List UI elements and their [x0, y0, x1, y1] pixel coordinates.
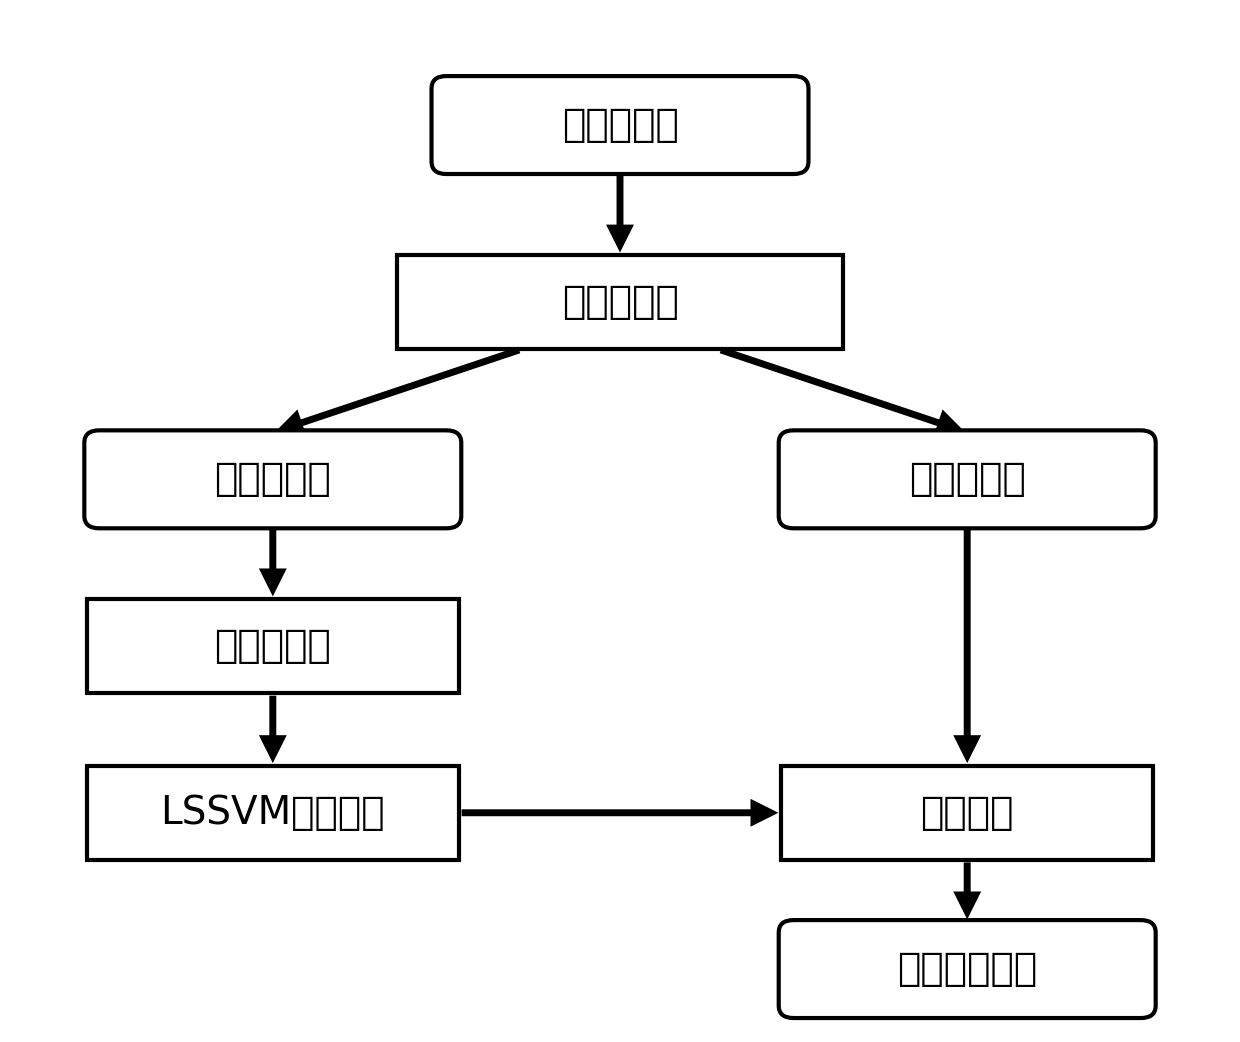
FancyBboxPatch shape: [781, 766, 1153, 860]
FancyBboxPatch shape: [432, 76, 808, 174]
FancyBboxPatch shape: [779, 920, 1156, 1018]
FancyBboxPatch shape: [779, 430, 1156, 528]
Text: 模型初始化: 模型初始化: [215, 627, 331, 665]
Text: 数据预处理: 数据预处理: [562, 283, 678, 321]
FancyBboxPatch shape: [87, 599, 459, 693]
FancyBboxPatch shape: [87, 766, 459, 860]
Text: 诊断模型: 诊断模型: [920, 794, 1014, 832]
FancyBboxPatch shape: [397, 255, 843, 349]
Text: 测试结果输出: 测试结果输出: [897, 950, 1038, 988]
FancyBboxPatch shape: [84, 430, 461, 528]
Text: LSSVM参数优化: LSSVM参数优化: [160, 794, 386, 832]
Text: 训练数据集: 训练数据集: [215, 461, 331, 498]
Text: 测试数据集: 测试数据集: [909, 461, 1025, 498]
Text: 原始数据集: 原始数据集: [562, 106, 678, 144]
